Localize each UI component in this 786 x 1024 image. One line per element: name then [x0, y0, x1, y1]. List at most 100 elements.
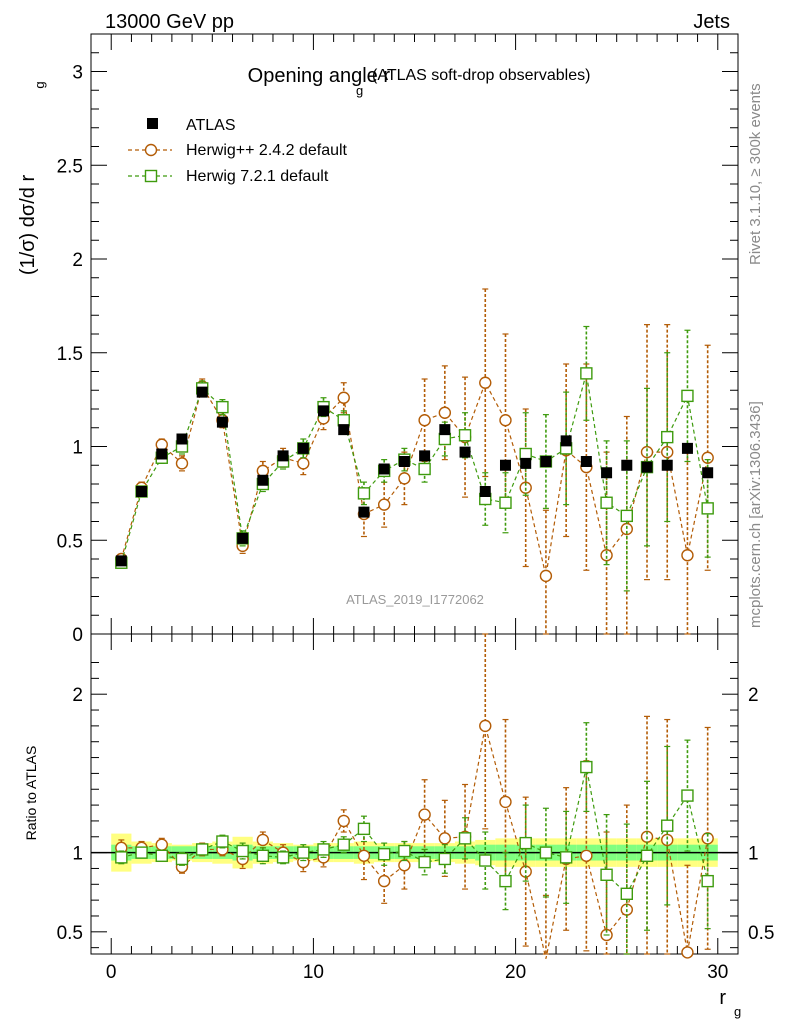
ratio-herwig7-point: [398, 844, 411, 858]
ratio-herwig7-point: [661, 819, 674, 832]
header-right: Jets: [693, 11, 730, 33]
main-y-tick-label: 0.5: [57, 531, 83, 552]
legend-marker-herwig7: [144, 169, 158, 183]
herwigpp-point: [256, 464, 270, 478]
ratio-herwig7-point: [175, 852, 189, 866]
atlas-data-point: [136, 486, 148, 497]
legend-label-herwig7: Herwig 7.2.1 default: [186, 168, 329, 185]
atlas-data-point: [560, 435, 572, 447]
ratio-herwig7-point: [438, 852, 452, 866]
ratio-herwig7-line: [121, 766, 709, 895]
ratio-herwig7-point: [519, 836, 532, 850]
ratio-herwig7-point: [216, 835, 229, 848]
herwig7-point: [600, 496, 613, 509]
ratio-herwig7-point: [539, 846, 553, 859]
atlas-data-point: [115, 555, 127, 567]
x-tick-label: 0: [106, 962, 117, 983]
ratio-herwig7-point: [276, 851, 290, 864]
ratio-y-axis-label: Ratio to ATLAS: [23, 746, 39, 841]
atlas-data-point: [338, 424, 350, 436]
ratio-herwig7-point: [135, 846, 148, 859]
main-y-tick-label: 2.5: [57, 156, 83, 177]
atlas-data-point: [358, 506, 370, 518]
atlas-data-point: [297, 442, 309, 454]
legend-label-atlas: ATLAS: [186, 117, 236, 134]
herwig7-point: [337, 414, 350, 427]
herwig7-point: [438, 432, 452, 446]
atlas-data-point: [641, 461, 653, 473]
ratio-herwig7-point: [701, 874, 714, 888]
ratio-herwig7-point: [600, 868, 613, 881]
herwig7-point: [458, 429, 472, 442]
ratio-herwigpp-point: [418, 808, 431, 821]
atlas-data-point: [257, 474, 269, 486]
ratio-herwig7-point: [115, 851, 128, 864]
herwigpp-point: [297, 457, 310, 470]
side-label-rivet: Rivet 3.1.10, ≥ 300k events: [747, 83, 764, 265]
atlas-data-point: [419, 450, 431, 462]
main-y-tick-label: 1: [72, 438, 83, 459]
ratio-y-tick-label-right: 0.5: [748, 923, 774, 944]
herwigpp-point: [499, 414, 512, 427]
main-title-subscript: g: [356, 83, 363, 98]
ratio-herwig7-point: [377, 847, 391, 861]
atlas-data-point: [237, 532, 249, 544]
atlas-data-point: [277, 450, 289, 462]
analysis-watermark: ATLAS_2019_I1772062: [346, 592, 484, 607]
herwig7-point: [357, 487, 371, 500]
herwigpp-point: [175, 457, 189, 470]
atlas-data-point: [702, 467, 714, 479]
main-title: Opening angle r: [248, 65, 391, 87]
ratio-herwigpp-point: [681, 946, 694, 959]
herwigpp-point: [398, 472, 411, 485]
legend-label-herwigpp: Herwig++ 2.4.2 default: [186, 142, 348, 159]
ratio-plot-marks: 0.5 0.51 12 20 10 20 30: [57, 633, 774, 983]
ratio-herwig7-point: [620, 887, 633, 901]
ratio-herwigpp-point: [357, 849, 371, 862]
herwigpp-point: [600, 549, 613, 562]
ratio-herwig7-point: [580, 760, 593, 774]
herwig7-point: [661, 430, 674, 444]
ratio-herwigpp-point: [499, 795, 512, 809]
ratio-herwig7-point: [317, 843, 330, 856]
x-tick-label: 30: [707, 962, 728, 983]
ratio-herwigpp-point: [337, 814, 350, 828]
atlas-data-point: [580, 456, 592, 467]
atlas-data-point: [398, 456, 410, 467]
ratio-y-tick-label: 0.5: [57, 923, 83, 944]
ratio-panel-frame: [90, 633, 739, 955]
herwigpp-point: [640, 445, 654, 459]
herwigpp-point: [539, 569, 553, 583]
atlas-data-point: [156, 448, 168, 460]
main-y-tick-label: 0: [72, 625, 83, 646]
atlas-data-point: [439, 424, 451, 436]
ratio-herwig7-point: [155, 849, 168, 862]
atlas-data-point: [540, 456, 552, 467]
x-axis-label-subscript: g: [734, 1004, 741, 1019]
legend-marker-herwigpp: [144, 143, 158, 157]
herwig7-point: [681, 389, 694, 403]
herwigpp-point: [418, 414, 431, 427]
main-title-suffix: (ATLAS soft-drop observables): [372, 67, 590, 84]
x-tick-label: 20: [505, 962, 526, 983]
herwig7-point: [216, 400, 229, 414]
side-label-mcplots: mcplots.cern.ch [arXiv:1306.3436]: [747, 401, 764, 628]
legend-marker-atlas: [147, 118, 158, 129]
ratio-herwig7-point: [681, 789, 694, 802]
ratio-herwig7-point: [357, 822, 371, 836]
atlas-data-point: [601, 467, 613, 479]
atlas-data-point: [378, 463, 390, 475]
ratio-herwig7-point: [196, 843, 209, 856]
main-plot-marks: 0 0.5 1 1.5 2 2.5 3: [57, 34, 738, 646]
herwig7-point: [499, 496, 512, 509]
herwigpp-point: [155, 438, 168, 451]
atlas-data-point: [196, 386, 208, 398]
ratio-y-tick-label-right: 1: [748, 844, 759, 865]
atlas-data-point: [216, 416, 228, 428]
herwigpp-point: [377, 498, 391, 511]
herwigpp-point: [661, 445, 674, 459]
ratio-herwig7-point: [479, 854, 492, 867]
ratio-herwig7-point: [297, 846, 310, 859]
main-y-tick-label: 3: [72, 63, 83, 84]
